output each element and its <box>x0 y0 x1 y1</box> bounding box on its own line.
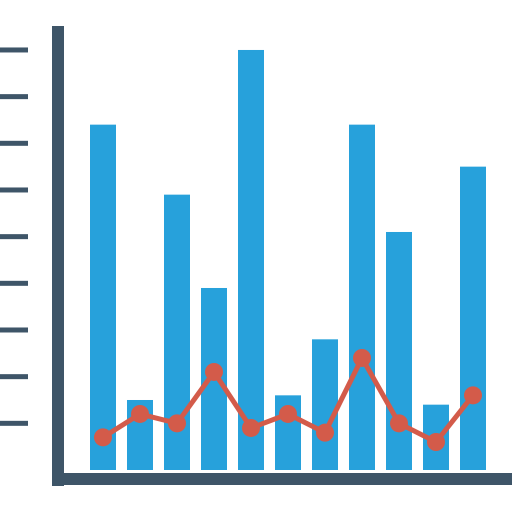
line-point <box>131 404 149 423</box>
bar <box>460 166 486 470</box>
line-point <box>242 418 260 437</box>
y-axis <box>52 26 64 486</box>
line-series <box>94 348 482 451</box>
line-point <box>279 404 297 423</box>
line-point <box>464 386 482 405</box>
y-tick <box>0 280 28 286</box>
y-axis-ticks <box>0 47 28 426</box>
line-point <box>316 423 334 442</box>
line-point <box>427 432 445 451</box>
line-point <box>205 362 223 381</box>
line-point <box>353 348 371 367</box>
x-axis <box>52 473 512 485</box>
line-point <box>390 414 408 433</box>
y-tick <box>0 47 28 53</box>
bar <box>349 124 375 470</box>
bar <box>238 49 264 470</box>
y-tick <box>0 140 28 146</box>
y-tick <box>0 420 28 426</box>
y-tick <box>0 374 28 380</box>
line-point <box>94 428 112 447</box>
axes <box>52 26 512 486</box>
bar <box>386 231 412 470</box>
y-tick <box>0 94 28 100</box>
line-point <box>168 414 186 433</box>
bar <box>90 124 116 470</box>
y-tick <box>0 327 28 333</box>
y-tick <box>0 187 28 193</box>
bar <box>312 339 338 470</box>
y-tick <box>0 234 28 240</box>
